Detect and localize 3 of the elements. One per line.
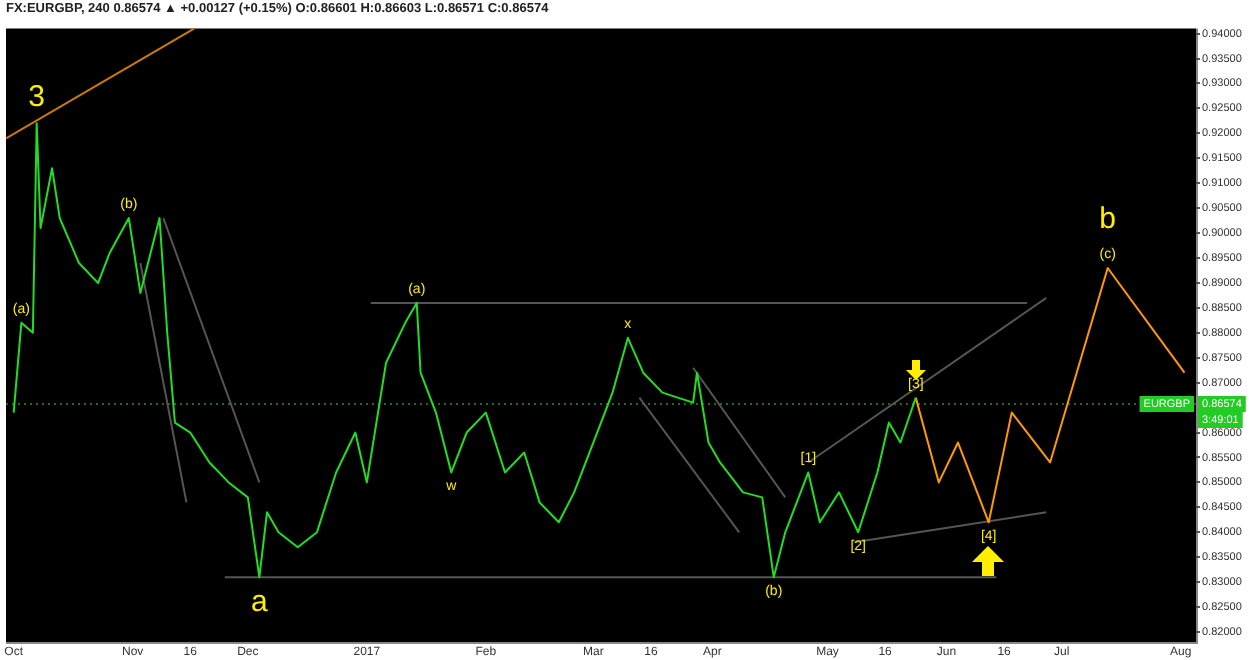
annotation: b: [1099, 202, 1117, 237]
annotation: a: [251, 585, 270, 620]
annotation: 3: [28, 79, 46, 114]
